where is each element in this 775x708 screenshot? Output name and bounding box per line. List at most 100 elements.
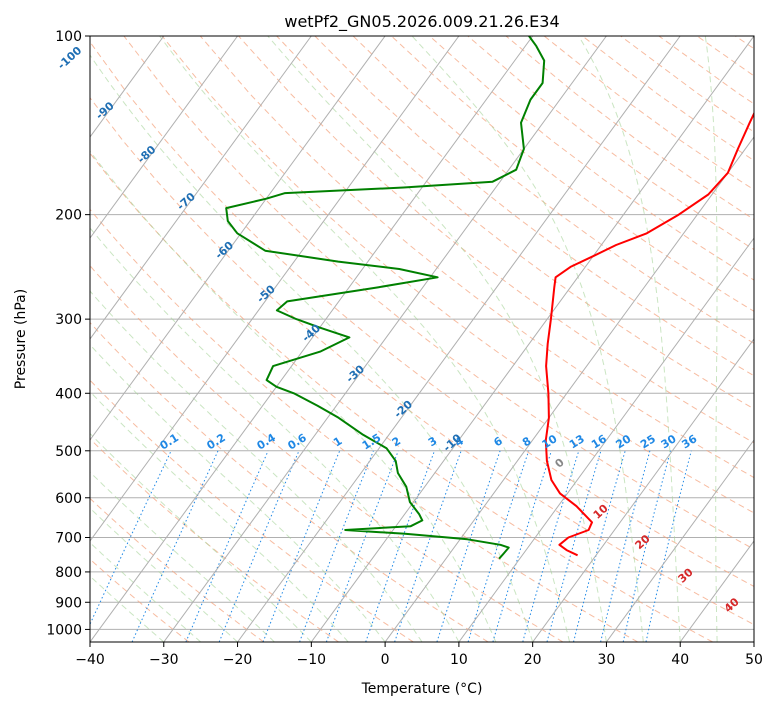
dry-adiabat-label: -80: [135, 143, 159, 166]
moist-adiabat-line: [578, 36, 681, 642]
mixing-ratio-label: 1: [331, 434, 344, 449]
mixing-ratio-line: [299, 450, 374, 642]
mixing-ratio-label: 36: [679, 432, 699, 451]
mixing-ratio-line: [492, 450, 552, 642]
moist-adiabat-line: [90, 150, 497, 642]
dry-adiabat-line: [90, 208, 639, 642]
dry-adiabats: [90, 36, 754, 642]
moist-adiabat-line: [159, 36, 571, 642]
mixing-ratio-line: [546, 450, 602, 642]
isotherm-line: [90, 36, 386, 441]
mixing-ratio-line: [436, 450, 501, 642]
x-tick-label: −10: [297, 652, 327, 668]
y-tick-label: 200: [55, 208, 82, 224]
y-tick-label: 700: [55, 531, 82, 547]
isobar-grid: [90, 36, 754, 630]
mixing-ratio-line: [573, 450, 626, 642]
x-tick-label: −40: [75, 652, 105, 668]
dry-adiabat-line: [238, 36, 754, 444]
isotherm-line: [384, 136, 754, 642]
moist-adiabat-line: [90, 575, 165, 642]
isotherm-line: [237, 36, 681, 642]
y-tick-label: 100: [55, 29, 82, 45]
x-tick-label: 10: [450, 652, 468, 668]
y-tick-label: 300: [55, 312, 82, 328]
y-tick-label: 400: [55, 386, 82, 402]
dry-adiabat-label: -30: [344, 362, 368, 385]
isotherm-line: [90, 36, 460, 542]
mixing-ratio-label: 20: [613, 432, 633, 451]
moist-adiabat-line: [90, 54, 534, 642]
dry-adiabat-line: [391, 36, 754, 312]
chart-title: wetPf2_GN05.2026.009.21.26.E34: [284, 12, 559, 32]
dry-adiabat-line: [276, 36, 754, 410]
moist-adiabat-line: [90, 432, 312, 642]
dry-adiabat-line: [90, 264, 564, 642]
moist-adiabat-label: 30: [676, 566, 696, 586]
moist-adiabat-line: [90, 227, 460, 642]
x-tick-label: −30: [149, 652, 179, 668]
y-axis-label: Pressure (hPa): [13, 289, 29, 389]
moist-adiabat-line: [90, 290, 423, 642]
sounding-traces: [225, 36, 754, 560]
moist-adiabat-line: [90, 390, 349, 642]
isotherm-line: [163, 36, 607, 642]
moist-adiabat-label: 10: [591, 502, 611, 522]
axes-frame: [89, 35, 755, 643]
moist-adiabat-line: [90, 507, 238, 642]
mixing-ratio-line: [262, 450, 341, 642]
dry-adiabat-label: -60: [213, 239, 237, 262]
dry-adiabat-line: [735, 36, 754, 50]
mixing-ratio-label: 3: [426, 434, 439, 449]
mixing-ratio-line: [522, 450, 580, 642]
dry-adiabat-line: [90, 152, 713, 642]
mixing-ratio-label: 2: [390, 434, 403, 449]
mixing-ratio-label: 0.4: [255, 431, 279, 453]
dry-adiabat-label: -90: [93, 99, 117, 122]
x-tick-label: 40: [671, 652, 689, 668]
mixing-ratio-label: 16: [589, 432, 609, 451]
dry-adiabat-line: [696, 36, 754, 77]
dry-adiabat-line: [123, 36, 754, 550]
isotherm-line: [679, 540, 754, 642]
mixing-ratio-line: [90, 450, 172, 626]
x-axis-label: Temperature (°C): [361, 681, 483, 697]
isotherm-line: [605, 439, 754, 642]
dry-adiabat-line: [90, 96, 754, 626]
dry-adiabat-line: [429, 36, 754, 281]
mixing-ratio-line: [467, 450, 530, 642]
isotherm-line: [310, 36, 754, 642]
dry-adiabat-line: [90, 321, 489, 642]
moist-adiabat-line: [90, 542, 202, 642]
isotherm-line: [753, 641, 754, 642]
moist-adiabat-line: [90, 471, 275, 642]
x-tick-label: −20: [223, 652, 253, 668]
moist-adiabat-label: 20: [633, 532, 653, 552]
moist-adiabat-label: 40: [722, 595, 742, 615]
isotherm-line: [458, 237, 754, 642]
y-tick-label: 1000: [46, 622, 82, 638]
mixing-ratio-label: 10: [540, 432, 560, 451]
dry-adiabat-line: [90, 497, 265, 642]
mixing-ratio-line: [218, 450, 300, 642]
moist-adiabat-line: [267, 36, 607, 642]
mixing-ratio-line: [645, 450, 692, 642]
temperature-trace: [544, 111, 754, 557]
line-labels: 0.1 0.2 0.4 0.6 1 1.5 2 3 4 6 8 10 13 16 20 25 30 36-100-…: [55, 44, 742, 616]
y-axis-ticks: 1000 900 800 700 600 500 400 300 200 100: [46, 29, 90, 638]
x-tick-label: 30: [598, 652, 616, 668]
dewpoint-trace: [225, 36, 546, 560]
isotherms: [90, 36, 754, 642]
dry-adiabat-line: [90, 41, 754, 587]
dry-adiabat-label: -70: [174, 190, 198, 213]
dry-adiabat-line: [90, 438, 339, 642]
mixing-ratio-label: 0.6: [285, 431, 309, 453]
dry-adiabat-label: -50: [254, 282, 278, 305]
dry-adiabat-line: [620, 36, 754, 133]
moist-adiabat-line: [411, 36, 644, 642]
mixing-ratio-line: [394, 450, 462, 642]
moist-adiabats: [90, 36, 718, 642]
mixing-ratio-lines: [90, 450, 692, 642]
mixing-ratio-label: 30: [659, 432, 679, 451]
x-tick-label: 0: [381, 652, 390, 668]
